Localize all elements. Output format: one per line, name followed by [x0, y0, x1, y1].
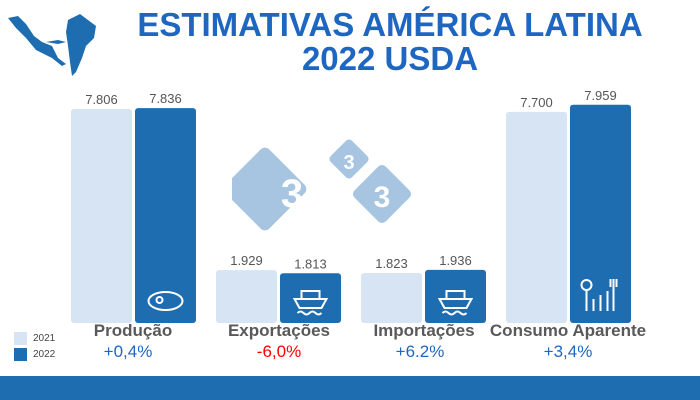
bar-2022 — [425, 269, 486, 323]
steak-icon — [147, 291, 184, 311]
legend-label: 2022 — [33, 349, 56, 360]
bar-2022 — [135, 108, 196, 324]
category-label: Importações — [373, 321, 475, 340]
bar-2021 — [216, 270, 277, 323]
legend-label: 2021 — [33, 333, 56, 344]
data-label: 7.806 — [85, 92, 118, 107]
legend-item-2022: 2022 — [14, 348, 55, 361]
footer-bar — [0, 376, 700, 400]
data-label: 1.936 — [439, 253, 472, 268]
data-label: 7.700 — [520, 95, 553, 110]
category-label: Produção — [93, 321, 173, 340]
bar-2022 — [570, 104, 631, 323]
data-label: 7.959 — [584, 88, 617, 103]
legend-swatch — [14, 348, 27, 361]
data-label: 1.813 — [294, 256, 327, 271]
legend-swatch — [14, 332, 27, 345]
title-line-1: ESTIMATIVAS AMÉRICA LATINA — [137, 6, 643, 43]
category-label: Consumo Aparente — [489, 321, 647, 340]
333-logo: 3 3 3 — [232, 139, 412, 231]
logo-digit: 3 — [374, 181, 391, 214]
title-line-2: 2022 USDA — [301, 40, 479, 77]
change-label: +3,4% — [543, 342, 593, 361]
consumption-icon — [580, 279, 618, 311]
logo-digit: 3 — [343, 152, 354, 174]
latin-america-map-icon — [8, 14, 96, 76]
change-label: +6.2% — [395, 342, 445, 361]
bar-2021 — [506, 111, 567, 323]
data-label: 1.929 — [230, 253, 263, 268]
change-label: -6,0% — [256, 342, 302, 361]
logo-digit: 3 — [281, 172, 303, 216]
change-label: +0,4% — [103, 342, 153, 361]
data-label: 7.836 — [149, 91, 182, 106]
ship-icon — [437, 290, 474, 316]
data-label: 1.823 — [375, 256, 408, 271]
legend-item-2021: 2021 — [14, 332, 55, 345]
ship-icon — [292, 290, 329, 316]
page-title: ESTIMATIVAS AMÉRICA LATINA 2022 USDA — [110, 8, 670, 76]
bar-2021 — [361, 273, 422, 323]
bar-2021 — [71, 109, 132, 323]
category-label: Exportações — [227, 321, 331, 340]
